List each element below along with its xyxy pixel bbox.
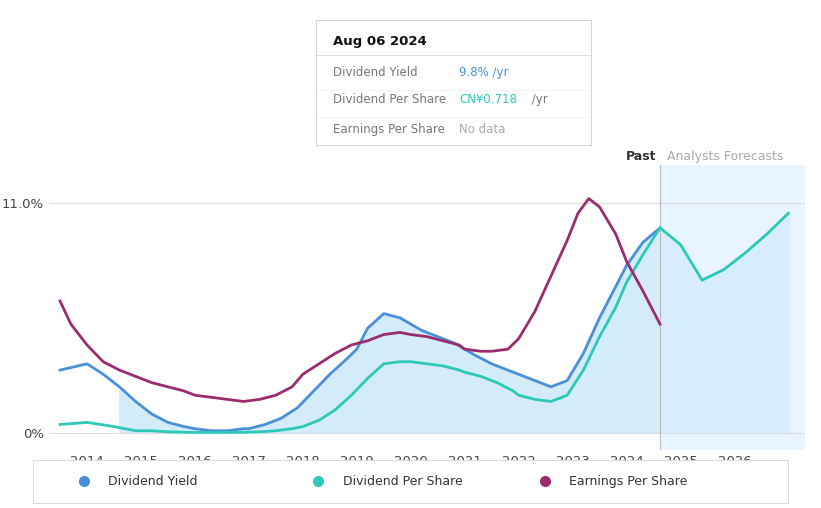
- Text: No data: No data: [459, 123, 506, 136]
- Text: Past: Past: [626, 149, 656, 163]
- Text: 9.8% /yr: 9.8% /yr: [459, 66, 508, 79]
- Text: Earnings Per Share: Earnings Per Share: [333, 123, 444, 136]
- Text: Earnings Per Share: Earnings Per Share: [569, 475, 687, 488]
- Text: CN¥0.718: CN¥0.718: [459, 93, 517, 107]
- Text: Aug 06 2024: Aug 06 2024: [333, 35, 426, 48]
- Text: Dividend Yield: Dividend Yield: [108, 475, 198, 488]
- Text: Dividend Per Share: Dividend Per Share: [333, 93, 446, 107]
- Text: Dividend Yield: Dividend Yield: [333, 66, 417, 79]
- Text: Analysts Forecasts: Analysts Forecasts: [667, 149, 783, 163]
- Bar: [660, 165, 805, 450]
- Text: /yr: /yr: [528, 93, 548, 107]
- Text: Dividend Per Share: Dividend Per Share: [342, 475, 462, 488]
